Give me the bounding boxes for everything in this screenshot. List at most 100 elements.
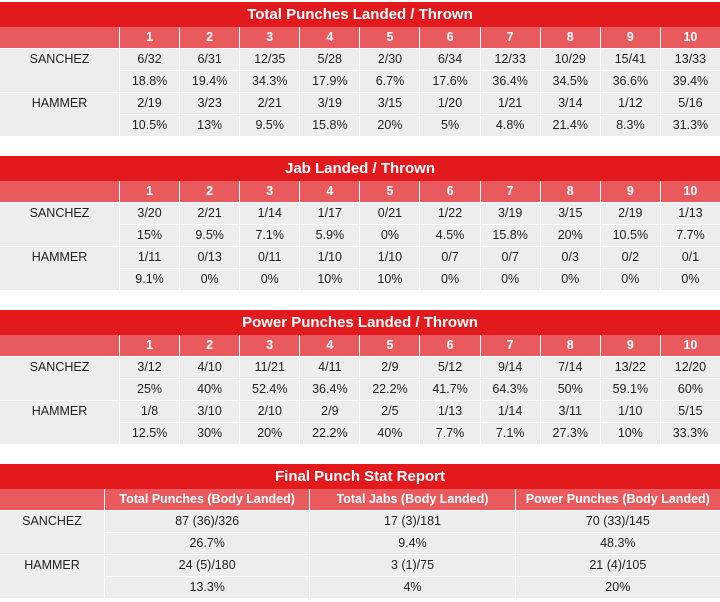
- landed-thrown: 2/10: [240, 401, 300, 422]
- percentage: 18.8%: [120, 71, 180, 92]
- landed-thrown: 3/20: [120, 203, 180, 224]
- column-header: 6: [420, 335, 480, 356]
- percentage: 48.3%: [515, 533, 720, 554]
- table-title: Power Punches Landed / Thrown: [0, 310, 720, 335]
- landed-thrown: 5/28: [300, 49, 360, 70]
- column-header: 3: [240, 181, 300, 202]
- percentage: 15.8%: [300, 115, 360, 136]
- landed-thrown: 3/10: [180, 401, 240, 422]
- landed-thrown: 0/13: [180, 247, 240, 268]
- landed-thrown: 5/12: [420, 357, 480, 378]
- landed-thrown: 12/33: [480, 49, 540, 70]
- percentage: 36.4%: [300, 379, 360, 400]
- column-header: 6: [420, 27, 480, 48]
- fighter-name: SANCHEZ: [0, 511, 104, 554]
- table-title: Total Punches Landed / Thrown: [0, 2, 720, 27]
- percentage: 9.5%: [240, 115, 300, 136]
- percentage: 27.3%: [540, 423, 600, 444]
- column-header: 2: [180, 27, 240, 48]
- percentage: 36.6%: [600, 71, 660, 92]
- landed-thrown: 1/12: [600, 93, 660, 114]
- percentage: 60%: [660, 379, 720, 400]
- percentage: 15.8%: [480, 225, 540, 246]
- column-header: 10: [660, 27, 720, 48]
- landed-thrown: 1/21: [480, 93, 540, 114]
- percentage: 10.5%: [600, 225, 660, 246]
- percentage: 5.9%: [300, 225, 360, 246]
- column-header: 2: [180, 181, 240, 202]
- column-header: 4: [300, 27, 360, 48]
- percentage: 26.7%: [105, 533, 310, 554]
- landed-thrown: 15/41: [600, 49, 660, 70]
- column-header: 4: [300, 181, 360, 202]
- landed-thrown: 0/1: [660, 247, 720, 268]
- percentage: 0%: [660, 269, 720, 290]
- landed-thrown: 5/16: [660, 93, 720, 114]
- header-corner: [0, 181, 119, 202]
- landed-thrown: 3/11: [540, 401, 600, 422]
- column-header: 3: [240, 27, 300, 48]
- percentage: 30%: [180, 423, 240, 444]
- landed-thrown: 21 (4)/105: [515, 555, 720, 576]
- column-header: 5: [360, 27, 420, 48]
- percentage: 25%: [120, 379, 180, 400]
- percentage: 10.5%: [120, 115, 180, 136]
- percentage: 13.3%: [105, 577, 310, 598]
- header-corner: [0, 27, 119, 48]
- percentage: 22.2%: [300, 423, 360, 444]
- landed-thrown: 3/15: [540, 203, 600, 224]
- percentage: 0%: [540, 269, 600, 290]
- percentage: 34.3%: [240, 71, 300, 92]
- header-corner: [0, 489, 104, 510]
- landed-thrown: 3 (1)/75: [310, 555, 515, 576]
- percentage: 34.5%: [540, 71, 600, 92]
- landed-thrown: 70 (33)/145: [515, 511, 720, 532]
- landed-thrown: 6/31: [180, 49, 240, 70]
- landed-thrown: 1/8: [120, 401, 180, 422]
- landed-thrown: 13/22: [600, 357, 660, 378]
- percentage: 31.3%: [660, 115, 720, 136]
- percentage: 0%: [360, 225, 420, 246]
- percentage: 33.3%: [660, 423, 720, 444]
- landed-thrown: 3/15: [360, 93, 420, 114]
- landed-thrown: 0/2: [600, 247, 660, 268]
- percentage: 20%: [540, 225, 600, 246]
- column-header: 7: [480, 335, 540, 356]
- column-header: 5: [360, 181, 420, 202]
- percentage: 9.4%: [310, 533, 515, 554]
- column-header: 9: [600, 27, 660, 48]
- percentage: 19.4%: [180, 71, 240, 92]
- landed-thrown: 87 (36)/326: [105, 511, 310, 532]
- fighter-name: SANCHEZ: [0, 357, 119, 400]
- percentage: 40%: [180, 379, 240, 400]
- table-grid: 1 2 3 4 5 6 7 8 9 10 SANCHEZ 3/12 4/10 11/21 4/11 2/9 5/…: [0, 335, 720, 444]
- fighter-name: HAMMER: [0, 401, 119, 444]
- landed-thrown: 13/33: [660, 49, 720, 70]
- percentage: 21.4%: [540, 115, 600, 136]
- percentage: 52.4%: [240, 379, 300, 400]
- column-header: 10: [660, 335, 720, 356]
- percentage: 36.4%: [480, 71, 540, 92]
- table-title: Final Punch Stat Report: [0, 464, 720, 489]
- column-header: 1: [120, 27, 180, 48]
- landed-thrown: 2/19: [120, 93, 180, 114]
- column-header: 7: [480, 27, 540, 48]
- landed-thrown: 3/19: [300, 93, 360, 114]
- landed-thrown: 3/19: [480, 203, 540, 224]
- landed-thrown: 0/7: [420, 247, 480, 268]
- percentage: 9.1%: [120, 269, 180, 290]
- percentage: 8.3%: [600, 115, 660, 136]
- percentage: 0%: [180, 269, 240, 290]
- percentage: 59.1%: [600, 379, 660, 400]
- table-grid: Total Punches (Body Landed) Total Jabs (B…: [0, 489, 720, 598]
- landed-thrown: 11/21: [240, 357, 300, 378]
- landed-thrown: 0/7: [480, 247, 540, 268]
- fighter-name: SANCHEZ: [0, 203, 119, 246]
- landed-thrown: 1/10: [360, 247, 420, 268]
- percentage: 9.5%: [180, 225, 240, 246]
- percentage: 41.7%: [420, 379, 480, 400]
- landed-thrown: 3/23: [180, 93, 240, 114]
- landed-thrown: 6/34: [420, 49, 480, 70]
- landed-thrown: 0/3: [540, 247, 600, 268]
